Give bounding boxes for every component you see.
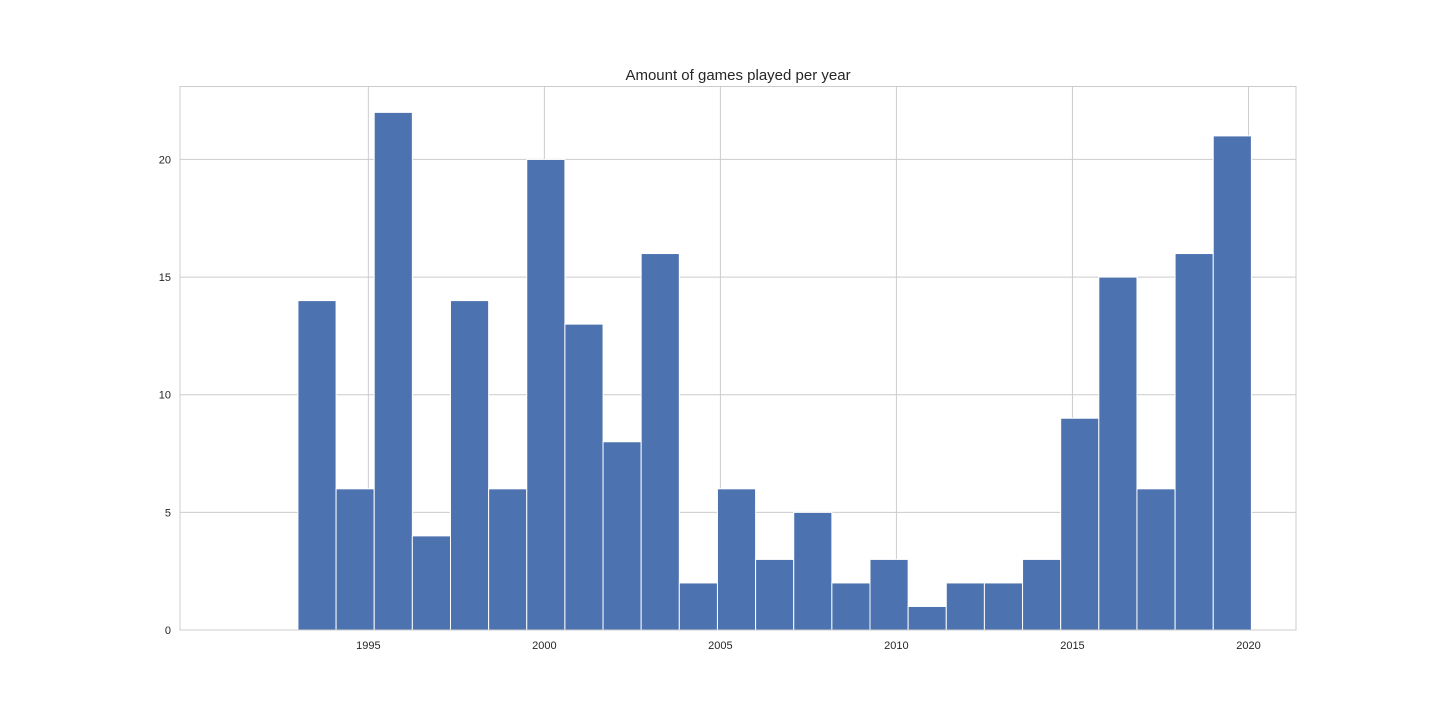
chart-title: Amount of games played per year (625, 67, 850, 84)
bars (297, 111, 1252, 631)
histogram-bar (1022, 558, 1062, 631)
x-tick-label: 2000 (532, 640, 556, 652)
y-tick-label: 15 (159, 272, 171, 284)
axes-frame (179, 86, 1297, 631)
y-tick-label: 0 (165, 625, 171, 637)
histogram-bar (869, 558, 909, 631)
x-tick-labels: 1995 2000 2005 2010 2015 2020 (356, 640, 1261, 652)
histogram-bar (1060, 417, 1100, 631)
histogram-bar (411, 535, 451, 631)
histogram-bar (564, 323, 604, 631)
x-tick-label: 2005 (708, 640, 732, 652)
histogram-bar (793, 511, 833, 631)
histogram-bar (983, 582, 1024, 631)
histogram-bar (640, 253, 680, 631)
histogram-bar (335, 488, 375, 631)
histogram-bar (945, 582, 985, 631)
histogram-bar (907, 605, 947, 631)
x-tick-label: 2020 (1236, 640, 1260, 652)
histogram-bar (449, 300, 490, 631)
histogram-bar (297, 300, 337, 631)
histogram-bar (373, 111, 413, 631)
histogram-bar (831, 582, 871, 631)
y-tick-label: 5 (165, 507, 171, 519)
histogram-bar (678, 582, 718, 631)
y-tick-label: 10 (159, 390, 171, 402)
y-tick-label: 20 (159, 154, 171, 166)
x-tick-label: 2015 (1060, 640, 1084, 652)
x-tick-label: 1995 (356, 640, 380, 652)
histogram-bar (1098, 276, 1138, 631)
histogram-bar (1136, 488, 1176, 631)
histogram-bar (1212, 135, 1252, 631)
histogram-bar (602, 441, 642, 631)
histogram-bar (1174, 253, 1214, 631)
y-tick-labels: 0 5 10 15 20 (159, 154, 171, 637)
x-tick-label: 2010 (884, 640, 908, 652)
histogram-bar (526, 158, 566, 631)
histogram-bar (755, 558, 795, 631)
histogram-bar (488, 488, 528, 631)
histogram-bar (716, 488, 757, 631)
